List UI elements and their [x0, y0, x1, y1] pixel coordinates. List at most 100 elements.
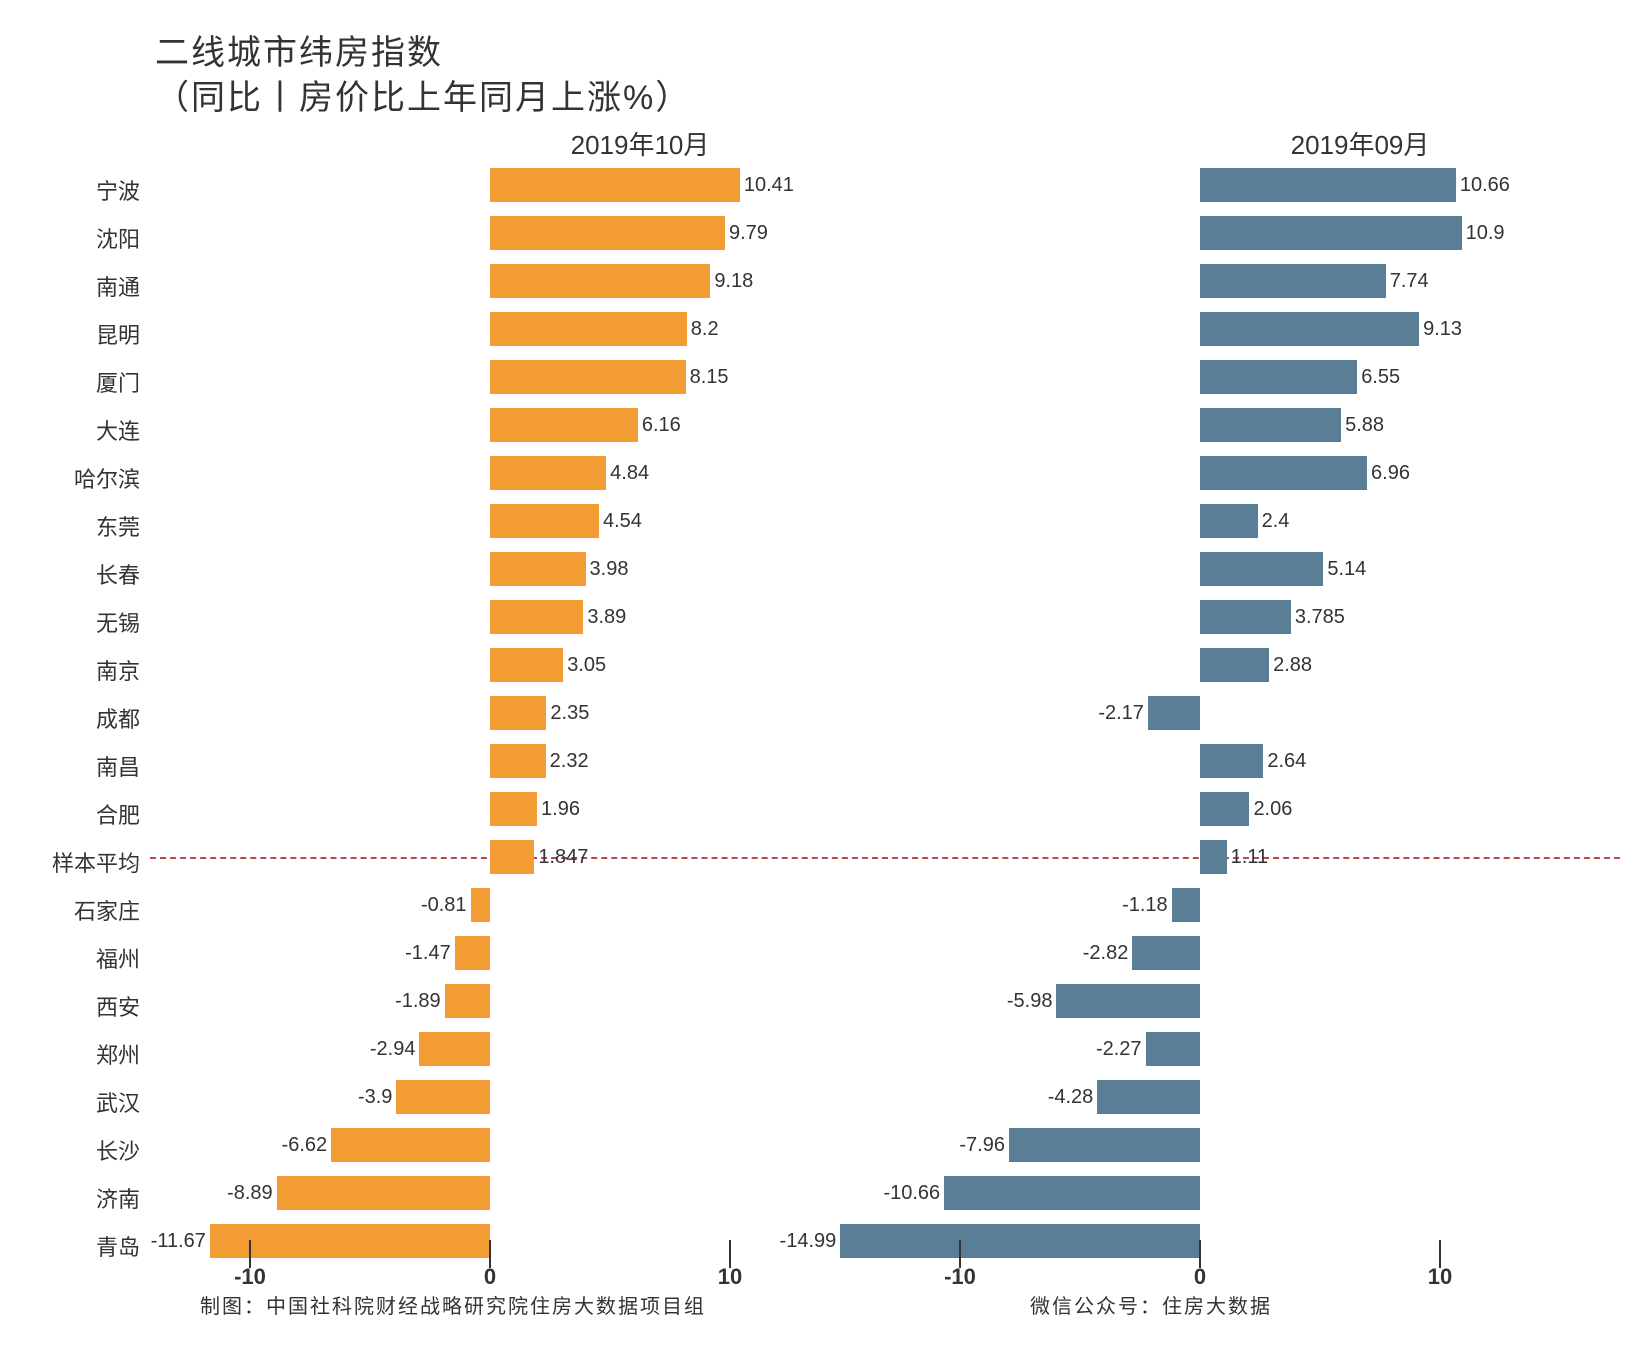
left-bar — [490, 648, 563, 682]
right-bar — [1132, 936, 1200, 970]
right-bar — [1200, 744, 1263, 778]
left-bar — [210, 1224, 490, 1258]
left-bar — [490, 216, 725, 250]
right-bar-value: -7.96 — [959, 1128, 1005, 1162]
footer-right: 微信公众号：住房大数据 — [1030, 1290, 1272, 1319]
left-bar — [490, 840, 534, 874]
category-label: 合肥 — [20, 798, 140, 830]
left-bar — [490, 168, 740, 202]
category-label: 大连 — [20, 414, 140, 446]
right-bar — [1146, 1032, 1200, 1066]
left-bar-value: -6.62 — [282, 1128, 328, 1162]
left-bar-value: 8.2 — [691, 312, 719, 346]
left-bar — [455, 936, 490, 970]
category-label: 昆明 — [20, 318, 140, 350]
left-bar-value: 4.54 — [603, 504, 642, 538]
footer-left: 制图：中国社科院财经战略研究院住房大数据项目组 — [200, 1290, 706, 1319]
left-bar — [490, 264, 710, 298]
chart-title-line2: （同比丨房价比上年同月上涨%） — [155, 70, 691, 119]
right-bar-value: 6.96 — [1371, 456, 1410, 490]
right-bar — [1200, 840, 1227, 874]
category-label: 石家庄 — [20, 894, 140, 926]
x-tick-label: 0 — [1170, 1264, 1230, 1290]
right-bar — [840, 1224, 1200, 1258]
category-label: 西安 — [20, 990, 140, 1022]
left-bar — [471, 888, 490, 922]
left-bar-value: 6.16 — [642, 408, 681, 442]
left-bar — [490, 744, 546, 778]
x-tick-label: 0 — [460, 1264, 520, 1290]
right-bar — [1172, 888, 1200, 922]
right-bar — [1200, 360, 1357, 394]
right-bar-value: -2.82 — [1083, 936, 1129, 970]
right-bar — [1200, 600, 1291, 634]
right-bar-value: 10.9 — [1466, 216, 1505, 250]
left-bar — [490, 696, 546, 730]
right-bar — [1200, 408, 1341, 442]
left-bar — [331, 1128, 490, 1162]
category-label: 长春 — [20, 558, 140, 590]
right-bar-value: -10.66 — [883, 1176, 940, 1210]
right-bar-value: 6.55 — [1361, 360, 1400, 394]
right-bar-value: 1.11 — [1231, 840, 1268, 874]
left-bar — [490, 312, 687, 346]
category-label: 东莞 — [20, 510, 140, 542]
right-bar — [1200, 552, 1323, 586]
right-bar-value: 7.74 — [1390, 264, 1429, 298]
right-bar-value: 10.66 — [1460, 168, 1510, 202]
x-tick-label: 10 — [700, 1264, 760, 1290]
left-bar-value: 3.05 — [567, 648, 606, 682]
category-label: 成都 — [20, 702, 140, 734]
left-bar-value: -11.67 — [151, 1224, 206, 1258]
left-bar-value: 9.79 — [729, 216, 768, 250]
right-bar — [1200, 648, 1269, 682]
highlight-dashed-line — [150, 857, 1620, 859]
right-bar — [1097, 1080, 1200, 1114]
left-bar-value: 9.18 — [714, 264, 753, 298]
right-bar-value: -1.18 — [1122, 888, 1168, 922]
category-label: 无锡 — [20, 606, 140, 638]
left-panel-header: 2019年10月 — [340, 125, 940, 162]
category-label: 哈尔滨 — [20, 462, 140, 494]
right-bar-value: 3.785 — [1295, 600, 1345, 634]
left-bar-value: 4.84 — [610, 456, 649, 490]
left-bar — [490, 600, 583, 634]
right-bar-value: 2.06 — [1253, 792, 1292, 826]
left-bar — [490, 456, 606, 490]
left-bar-value: 1.847 — [538, 840, 588, 874]
category-label: 长沙 — [20, 1134, 140, 1166]
chart-title-line1: 二线城市纬房指数 — [155, 25, 443, 74]
right-bar — [1056, 984, 1200, 1018]
right-bar-value: -5.98 — [1007, 984, 1053, 1018]
left-bar — [490, 792, 537, 826]
right-bar — [1200, 792, 1249, 826]
right-bar-value: -4.28 — [1048, 1080, 1094, 1114]
x-tick-label: -10 — [930, 1264, 990, 1290]
chart-root: 二线城市纬房指数 （同比丨房价比上年同月上涨%） 2019年10月 2019年0… — [0, 0, 1650, 1350]
x-tick-label: 10 — [1410, 1264, 1470, 1290]
right-bar — [1200, 504, 1258, 538]
left-bar-value: 10.41 — [744, 168, 794, 202]
category-label: 青岛 — [20, 1230, 140, 1262]
right-bar — [1200, 456, 1367, 490]
left-bar-value: -2.94 — [370, 1032, 416, 1066]
category-label: 南通 — [20, 270, 140, 302]
left-bar-value: 3.89 — [587, 600, 626, 634]
category-label: 宁波 — [20, 174, 140, 206]
left-bar — [490, 552, 586, 586]
category-label: 沈阳 — [20, 222, 140, 254]
left-bar-value: 2.35 — [550, 696, 589, 730]
right-bar-value: 5.14 — [1327, 552, 1366, 586]
left-bar — [490, 360, 686, 394]
right-bar-value: 5.88 — [1345, 408, 1384, 442]
right-bar — [1200, 216, 1462, 250]
right-bar — [1148, 696, 1200, 730]
right-bar-value: 2.88 — [1273, 648, 1312, 682]
right-bar — [1200, 264, 1386, 298]
left-bar — [396, 1080, 490, 1114]
category-label: 南京 — [20, 654, 140, 686]
left-bar — [490, 408, 638, 442]
x-tick-label: -10 — [220, 1264, 280, 1290]
left-bar-value: 8.15 — [690, 360, 729, 394]
right-bar-value: 2.4 — [1262, 504, 1290, 538]
